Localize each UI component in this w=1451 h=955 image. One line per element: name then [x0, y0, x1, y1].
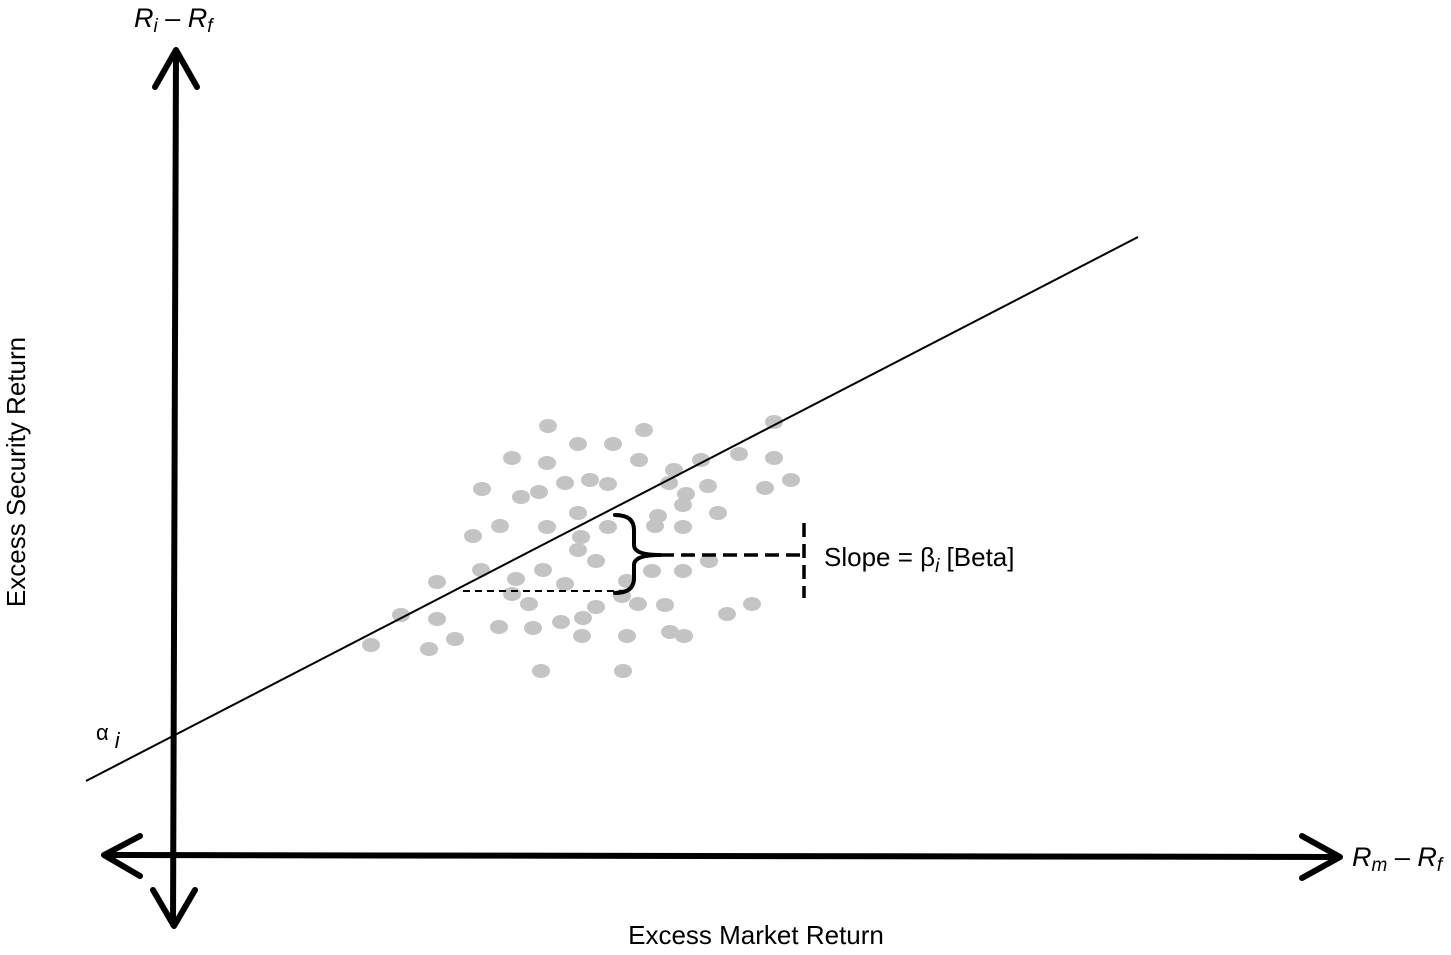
scatter-point	[581, 473, 599, 487]
slope-triangle	[463, 513, 806, 598]
scatter-point	[473, 482, 491, 496]
scatter-point	[660, 476, 678, 490]
regression-line	[85, 236, 1139, 782]
y-axis-arrow-down	[150, 887, 198, 929]
scatter-point	[675, 629, 693, 643]
y-end-sub2: f	[207, 16, 214, 37]
y-axis-title: Excess Security Return	[1, 337, 31, 607]
alpha-symbol: α	[96, 720, 109, 745]
y-end-minus: –	[158, 3, 188, 33]
scatter-point	[539, 419, 557, 433]
scatter-point	[530, 485, 548, 499]
scatter-point	[756, 481, 774, 495]
scatter-point	[362, 638, 380, 652]
scatter-point	[464, 529, 482, 543]
scatter-point	[552, 615, 570, 629]
scatter-point	[503, 451, 521, 465]
scatter-point	[699, 479, 717, 493]
x-axis-arrow-right	[1299, 833, 1343, 881]
slope-prefix: Slope = β	[824, 542, 935, 572]
scatter-point	[420, 642, 438, 656]
x-end-var2: R	[1417, 842, 1437, 872]
scatter-point	[491, 519, 509, 533]
scatter-point	[512, 490, 530, 504]
x-axis-end-label: Rm – Rf	[1352, 842, 1444, 876]
x-axis-title: Excess Market Return	[628, 920, 884, 950]
scatter-point	[718, 607, 736, 621]
scatter-point	[765, 451, 783, 465]
scatter-point	[674, 564, 692, 578]
scatter-point	[629, 597, 647, 611]
scatter-point	[538, 520, 556, 534]
scatter-point	[649, 509, 667, 523]
scatter-point	[472, 563, 490, 577]
scatter-point	[643, 564, 661, 578]
scatter-point	[665, 463, 683, 477]
scatter-point	[604, 437, 622, 451]
scatter-point	[630, 453, 648, 467]
y-axis-arrow-up	[152, 47, 200, 90]
scatter-point	[700, 554, 718, 568]
y-end-var: R	[134, 3, 154, 33]
x-end-minus: –	[1387, 842, 1417, 872]
scatter-point	[520, 597, 538, 611]
scatter-point	[532, 664, 550, 678]
scatter-point	[503, 587, 521, 601]
scatter-point	[490, 620, 508, 634]
scatter-point	[446, 632, 464, 646]
scatter-point	[656, 598, 674, 612]
scatter-point	[573, 629, 591, 643]
scatter-point	[782, 473, 800, 487]
alpha-sub: i	[115, 728, 121, 753]
scatter-point	[569, 506, 587, 520]
scatter-point	[674, 498, 692, 512]
scatter-point	[635, 423, 653, 437]
scatter-point	[569, 437, 587, 451]
slope-sub: i	[935, 556, 940, 577]
scatter-point	[556, 577, 574, 591]
scatter-point	[599, 477, 617, 491]
scatter-point	[507, 572, 525, 586]
scatter-point	[614, 664, 632, 678]
y-end-var2: R	[188, 3, 208, 33]
scatter-point	[674, 520, 692, 534]
scatter-point	[692, 453, 710, 467]
scatter-point	[392, 608, 410, 622]
scatter-point	[765, 415, 783, 429]
scatter-point	[538, 456, 556, 470]
x-end-var: R	[1352, 842, 1372, 872]
scatter-point	[599, 520, 617, 534]
scatter-point	[556, 476, 574, 490]
x-end-sub2: f	[1437, 855, 1444, 876]
scatter-point	[572, 530, 590, 544]
scatter-point	[677, 487, 695, 501]
slope-beta-label: Slope = βi [Beta]	[824, 542, 1014, 577]
y-axis	[150, 47, 200, 929]
scatter-point	[587, 554, 605, 568]
x-axis-arrow-left	[101, 833, 143, 879]
scatter-point	[618, 629, 636, 643]
scatter-point	[743, 597, 761, 611]
scatter-point	[524, 621, 542, 635]
scatter-point	[574, 611, 592, 625]
y-axis-end-label: Ri – Rf	[134, 3, 214, 37]
slope-suffix: [Beta]	[939, 542, 1014, 572]
y-end-sub: i	[154, 16, 159, 37]
scatter-point	[534, 563, 552, 577]
scatter-point	[587, 600, 605, 614]
scatter-point	[428, 575, 446, 589]
scatter-point	[709, 506, 727, 520]
scatter-point	[661, 625, 679, 639]
scatter-point	[569, 543, 587, 557]
scatter-point	[730, 447, 748, 461]
scatter-points	[362, 415, 800, 678]
x-end-sub: m	[1372, 855, 1388, 876]
scatter-point	[428, 612, 446, 626]
x-axis	[101, 833, 1343, 881]
